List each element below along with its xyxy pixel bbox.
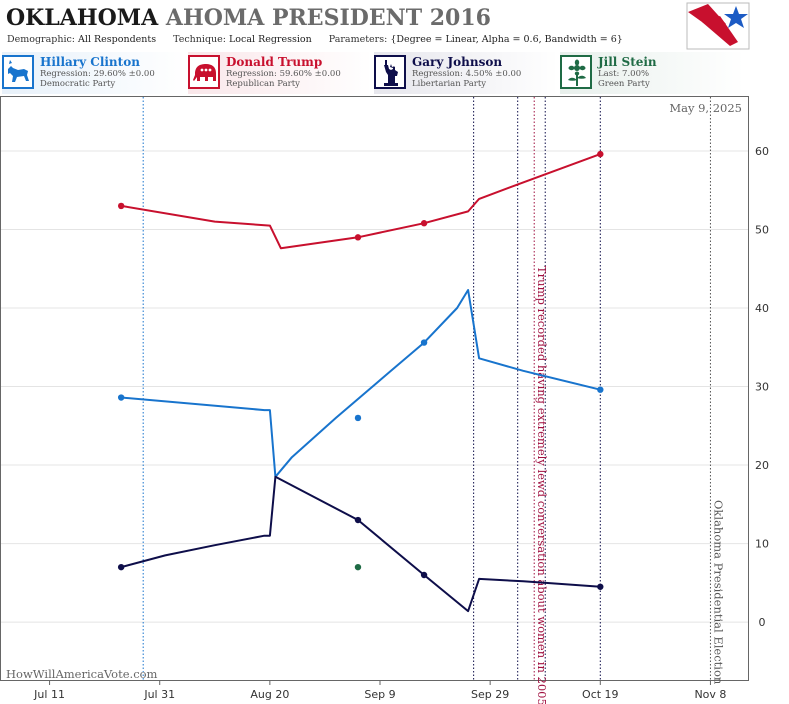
y-tick-label: 40 <box>755 302 769 315</box>
candidate-party-trump: Republican Party <box>226 79 300 89</box>
elephant-icon <box>193 64 216 81</box>
data-point-trump <box>420 220 428 227</box>
candidate-name-clinton: Hillary Clinton <box>40 55 140 69</box>
header: OKLAHOMA AHOMA PRESIDENT 2016 Demographi… <box>0 0 789 50</box>
flower-icon <box>568 59 586 86</box>
candidate-name-johnson: Gary Johnson <box>412 55 503 69</box>
watermark: HowWillAmericaVote.com <box>6 667 158 681</box>
x-tick-label: Aug 20 <box>250 688 289 701</box>
demographic-value: All Respondents <box>78 34 157 45</box>
x-tick-label: Jul 31 <box>143 688 175 701</box>
title-rest: AHOMA PRESIDENT 2016 <box>165 5 491 31</box>
poll-chart: Trump recorded having extremely lewd con… <box>0 96 769 704</box>
candidate-card-clinton[interactable]: Hillary Clinton Regression: 29.60% ±0.00… <box>2 52 187 94</box>
technique-value: Local Regression <box>229 34 312 45</box>
x-tick-label: Sep 29 <box>471 688 509 701</box>
candidate-legend: Hillary Clinton Regression: 29.60% ±0.00… <box>0 52 789 94</box>
y-tick-label: 10 <box>755 538 769 551</box>
site-logo-icon <box>686 2 750 50</box>
x-axis-ticks: Jul 11 Jul 31 Aug 20 Sep 9 Sep 29 Oct 19 Nov 8 <box>33 681 726 701</box>
candidate-stat-johnson: Regression: 4.50% ±0.00 <box>412 69 522 79</box>
data-point-trump <box>117 202 125 210</box>
candidate-stat-clinton: Regression: 29.60% ±0.00 <box>40 69 155 79</box>
gridlines <box>1 150 748 623</box>
stein-icon-box <box>560 55 592 89</box>
x-tick-label: Sep 9 <box>364 688 395 701</box>
liberty-torch-icon <box>384 60 398 86</box>
data-point-johnson <box>420 571 428 579</box>
candidate-stat-trump: Regression: 59.60% ±0.00 <box>226 69 341 79</box>
data-point-johnson <box>354 516 362 524</box>
data-point-trump <box>597 150 604 158</box>
plot-area <box>0 96 749 681</box>
data-point-clinton <box>354 414 362 422</box>
clinton-icon-box <box>2 55 34 89</box>
candidate-party-clinton: Democratic Party <box>40 79 116 89</box>
data-point-clinton <box>117 394 125 401</box>
candidate-stat-stein: Last: 7.00% <box>598 69 650 79</box>
x-tick-label: Jul 11 <box>33 688 65 701</box>
parameters-value: {Degree = Linear, Alpha = 0.6, Bandwidth… <box>390 34 623 45</box>
y-tick-label: 0 <box>759 616 766 629</box>
annotation-label: Trump recorded having extremely lewd con… <box>535 266 549 704</box>
parameters-line: Demographic: All Respondents Technique: … <box>7 34 637 45</box>
data-point-johnson <box>117 563 125 571</box>
candidate-card-stein[interactable]: Jill Stein Last: 7.00% Green Party <box>560 52 745 94</box>
y-tick-label: 50 <box>755 223 769 236</box>
demographic-label: Demographic: <box>7 34 76 45</box>
y-tick-label: 60 <box>755 145 769 158</box>
title-state: OKLAHOMA <box>6 5 159 31</box>
donkey-icon <box>8 60 29 82</box>
candidate-party-stein: Green Party <box>598 79 650 89</box>
data-point-stein <box>354 563 362 571</box>
y-tick-label: 30 <box>755 381 769 394</box>
candidate-party-johnson: Libertarian Party <box>412 79 487 89</box>
series-line-johnson <box>120 475 602 613</box>
y-tick-label: 20 <box>755 459 769 472</box>
x-tick-label: Oct 19 <box>582 688 619 701</box>
y-axis-ticks: 0 10 20 30 40 50 60 <box>755 145 769 629</box>
annotation-label: Oklahoma Presidential Election <box>711 500 725 685</box>
technique-label: Technique: <box>173 34 226 45</box>
x-tick-label: Nov 8 <box>694 688 726 701</box>
chart-date-label: May 9, 2025 <box>669 101 742 115</box>
series-lines <box>120 153 602 613</box>
series-line-trump <box>120 153 602 250</box>
page-title: OKLAHOMA AHOMA PRESIDENT 2016 <box>6 5 491 31</box>
candidate-name-trump: Donald Trump <box>226 55 323 69</box>
series-points <box>117 150 604 590</box>
parameters-label: Parameters: <box>328 34 388 45</box>
data-point-trump <box>354 234 362 241</box>
data-point-johnson <box>597 583 604 590</box>
data-point-clinton <box>597 386 604 393</box>
johnson-icon-box <box>374 55 406 89</box>
candidate-card-johnson[interactable]: Gary Johnson Regression: 4.50% ±0.00 Lib… <box>374 52 559 94</box>
series-line-clinton <box>120 289 602 478</box>
candidate-card-trump[interactable]: Donald Trump Regression: 59.60% ±0.00 Re… <box>188 52 373 94</box>
data-point-clinton <box>420 339 428 346</box>
candidate-name-stein: Jill Stein <box>598 55 657 69</box>
trump-icon-box <box>188 55 220 89</box>
